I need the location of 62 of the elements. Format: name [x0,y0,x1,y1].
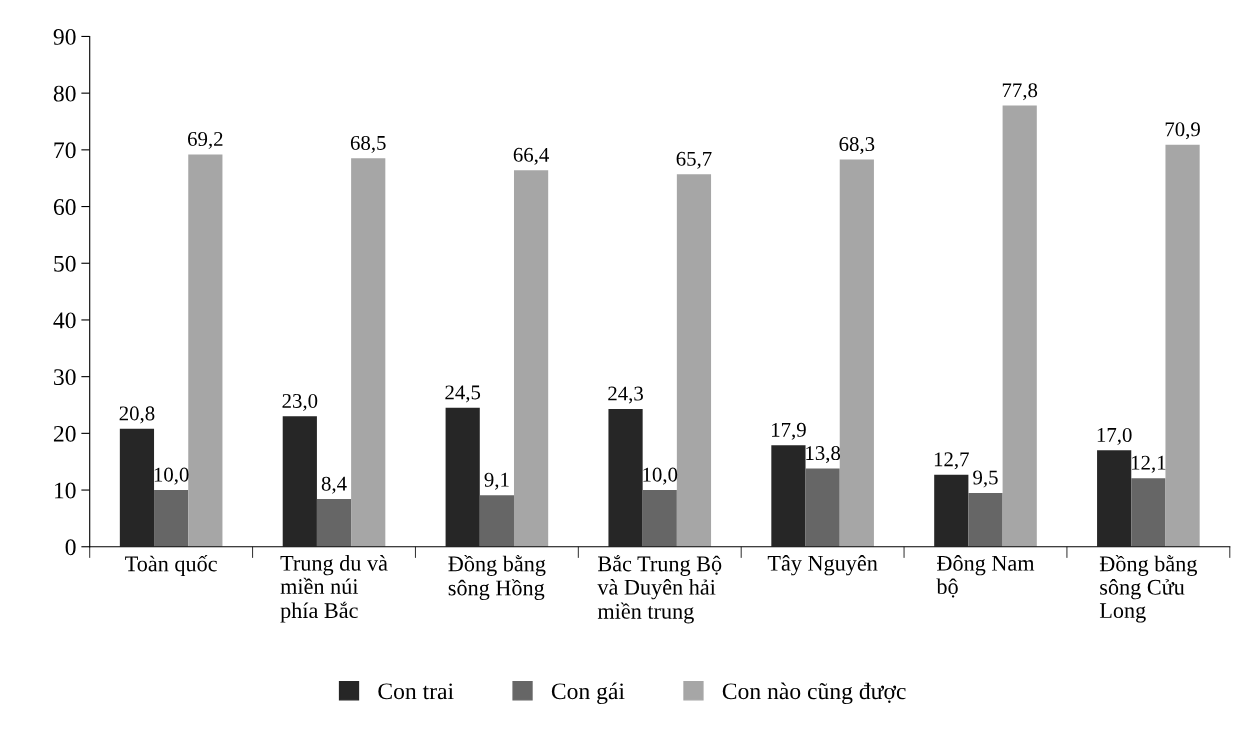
bar [282,416,317,547]
bar [351,158,386,547]
bar [188,154,223,547]
x-tick-label: Đồng bằng sông Hồng [448,555,546,601]
x-tick-label: Trung du và miền núi phía Bắc [280,555,388,623]
data-label: 12,1 [1131,455,1166,473]
bar [608,408,643,547]
legend-label: Con nào cũng được [722,682,906,705]
data-label: 20,8 [119,406,155,424]
bar [676,174,712,547]
data-label: 68,3 [839,137,875,155]
data-label: 10,0 [643,467,678,485]
bar [934,474,969,547]
data-label: 9,1 [484,472,509,490]
bar [1002,105,1037,547]
y-tick-label: 90 [53,28,76,45]
bar [316,499,352,547]
y-tick-label: 40 [53,312,76,329]
y-tick-label: 60 [53,199,76,215]
data-label: 9,5 [973,470,998,488]
bar [154,490,189,547]
bar [119,428,155,547]
bar [1131,478,1166,547]
data-label: 8,4 [321,476,347,494]
y-tick-label: 10 [54,482,76,499]
y-tick-label: 30 [54,369,76,386]
x-tick-label: Đông Nam bộ [936,555,1035,598]
y-tick-label: 20 [53,425,76,442]
bar [479,495,514,547]
y-tick-label: 80 [53,85,76,102]
data-label: 68,5 [350,135,386,153]
data-label: 13,8 [806,446,841,464]
legend-label: Con gái [551,682,625,705]
bar [1165,144,1200,547]
x-tick-label: Tây Nguyên [767,555,878,576]
data-label: 23,0 [282,393,318,411]
data-label: 65,7 [676,151,712,169]
x-tick-label: Đồng bằng sông Cửu Long [1099,555,1198,623]
y-tick-label: 70 [54,142,76,159]
bar [839,159,874,547]
y-tick-label: 0 [65,539,76,556]
bar [1097,450,1132,547]
x-tick-label: Bắc Trung Bộ và Duyên hải miền trung [597,555,722,624]
data-label: 24,3 [608,386,643,404]
bar [445,407,480,547]
bar [805,468,840,547]
y-tick-label: 50 [54,255,76,272]
bar [642,490,677,547]
data-label: 12,7 [934,452,969,470]
data-label: 69,2 [188,131,223,149]
data-label: 70,9 [1165,122,1200,140]
x-tick-label: Toàn quốc [125,555,217,576]
data-label: 10,0 [154,467,189,485]
data-label: 77,8 [1002,83,1038,101]
bar [513,170,549,547]
data-label: 66,4 [513,147,549,165]
bar [771,445,806,547]
data-label: 17,9 [772,422,806,440]
data-label: 17,0 [1097,427,1132,445]
bar [968,492,1003,547]
legend-label: Con trai [378,683,454,700]
data-label: 24,5 [445,385,481,403]
